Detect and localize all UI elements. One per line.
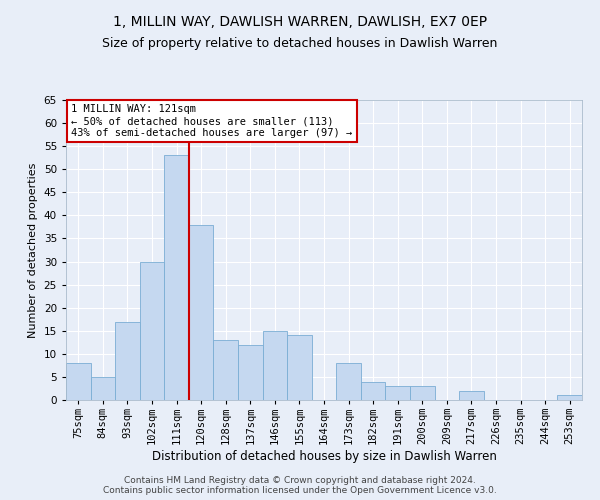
- Bar: [238, 344, 263, 400]
- Bar: [263, 331, 287, 400]
- Bar: [385, 386, 410, 400]
- Bar: [336, 363, 361, 400]
- Bar: [164, 156, 189, 400]
- Bar: [410, 386, 434, 400]
- Text: 1 MILLIN WAY: 121sqm
← 50% of detached houses are smaller (113)
43% of semi-deta: 1 MILLIN WAY: 121sqm ← 50% of detached h…: [71, 104, 352, 138]
- Bar: [361, 382, 385, 400]
- Bar: [287, 336, 312, 400]
- Bar: [66, 363, 91, 400]
- Text: 1, MILLIN WAY, DAWLISH WARREN, DAWLISH, EX7 0EP: 1, MILLIN WAY, DAWLISH WARREN, DAWLISH, …: [113, 15, 487, 29]
- Bar: [557, 396, 582, 400]
- Text: Contains HM Land Registry data © Crown copyright and database right 2024.
Contai: Contains HM Land Registry data © Crown c…: [103, 476, 497, 495]
- Bar: [115, 322, 140, 400]
- Bar: [189, 224, 214, 400]
- Bar: [91, 377, 115, 400]
- Text: Size of property relative to detached houses in Dawlish Warren: Size of property relative to detached ho…: [103, 38, 497, 51]
- Bar: [459, 391, 484, 400]
- X-axis label: Distribution of detached houses by size in Dawlish Warren: Distribution of detached houses by size …: [152, 450, 496, 463]
- Y-axis label: Number of detached properties: Number of detached properties: [28, 162, 38, 338]
- Bar: [214, 340, 238, 400]
- Bar: [140, 262, 164, 400]
